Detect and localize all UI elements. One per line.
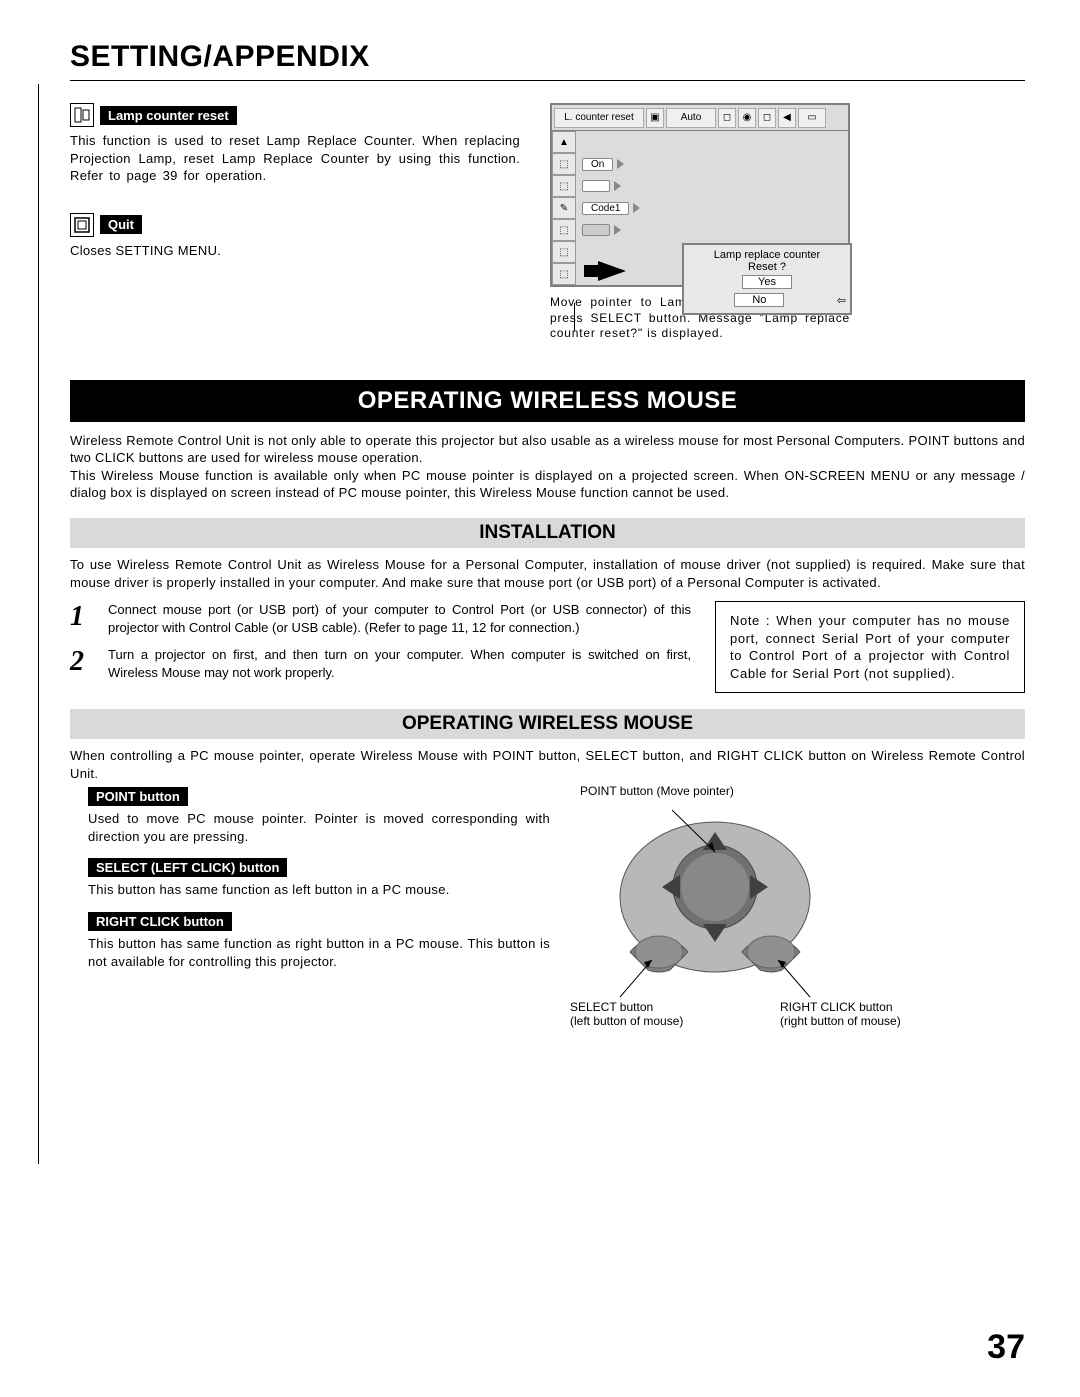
back-arrow-icon: ⇦: [837, 294, 846, 307]
installation-title-bar: INSTALLATION: [70, 518, 1025, 548]
menu-header-label: L. counter reset: [554, 108, 644, 128]
tri-icon: [617, 159, 624, 169]
popup-box: Lamp replace counter Reset ? Yes No ⇦: [682, 243, 852, 315]
right-click-block: RIGHT CLICK button This button has same …: [88, 913, 550, 970]
installation-steps: 1 Connect mouse port (or USB port) of yo…: [70, 591, 691, 681]
select-button-text: This button has same function as left bu…: [88, 881, 550, 899]
diag-select-label1: SELECT button: [570, 1000, 653, 1014]
tri-icon: [614, 225, 621, 235]
menu-header-auto: Auto: [666, 108, 716, 128]
menu-row-blank: [576, 131, 848, 153]
operating-title-bar: OPERATING WIRELESS MOUSE: [70, 709, 1025, 739]
quit-text: Closes SETTING MENU.: [70, 242, 520, 260]
quit-icon: [70, 213, 94, 237]
menu-icon-r3: ✎: [552, 197, 576, 219]
popup-no-button: No: [734, 293, 784, 307]
menu-row-3: Code1: [576, 197, 848, 219]
menu-val-2: [582, 180, 610, 192]
menu-icon-r4: ⬚: [552, 219, 576, 241]
top-left-column: Lamp counter reset This function is used…: [70, 103, 520, 342]
menu-val-4: [582, 224, 610, 236]
menu-diagram: L. counter reset ▣ Auto ◻ ◉ ◻ ◀ ▭ ▲ ⬚ ⬚ …: [550, 103, 850, 287]
vertical-margin-line: [38, 84, 39, 1164]
menu-header-icon1: ▣: [646, 108, 664, 128]
wireless-intro-2: This Wireless Mouse function is availabl…: [70, 467, 1025, 502]
operating-intro: When controlling a PC mouse pointer, ope…: [70, 747, 1025, 782]
step-1-text: Connect mouse port (or USB port) of your…: [108, 601, 691, 636]
right-click-label: RIGHT CLICK button: [88, 912, 232, 931]
point-button-label: POINT button: [88, 787, 188, 806]
installation-columns: 1 Connect mouse port (or USB port) of yo…: [70, 591, 1025, 693]
menu-icon-r2: ⬚: [552, 175, 576, 197]
page-title: SETTING/APPENDIX: [70, 40, 1025, 74]
lamp-reset-label: Lamp counter reset: [100, 106, 237, 125]
wireless-mouse-title-bar: OPERATING WIRELESS MOUSE: [70, 380, 1025, 422]
step-1-number: 1: [70, 601, 94, 636]
quit-label: Quit: [100, 215, 142, 234]
installation-intro: To use Wireless Remote Control Unit as W…: [70, 556, 1025, 591]
menu-val-3: Code1: [582, 202, 629, 215]
diag-point-label: POINT button (Move pointer): [580, 784, 734, 798]
mouse-diagram: [570, 802, 860, 1012]
installation-note: Note : When your computer has no mouse p…: [715, 601, 1025, 693]
select-button-label: SELECT (LEFT CLICK) button: [88, 858, 287, 877]
menu-header-icon3: ◉: [738, 108, 756, 128]
menu-icon-r6: ⬚: [552, 263, 576, 285]
menu-row-1: On: [576, 153, 848, 175]
menu-header-icon6: ▭: [798, 108, 826, 128]
menu-icon-r5: ⬚: [552, 241, 576, 263]
point-button-block: POINT button Used to move PC mouse point…: [88, 788, 550, 845]
step-1: 1 Connect mouse port (or USB port) of yo…: [70, 601, 691, 636]
diag-select-label2: (left button of mouse): [570, 1014, 683, 1028]
select-button-block: SELECT (LEFT CLICK) button This button h…: [88, 859, 550, 899]
quit-row: Quit: [70, 213, 520, 237]
step-2-text: Turn a projector on first, and then turn…: [108, 646, 691, 681]
top-right-column: L. counter reset ▣ Auto ◻ ◉ ◻ ◀ ▭ ▲ ⬚ ⬚ …: [540, 103, 1025, 342]
menu-header-icon4: ◻: [758, 108, 776, 128]
point-button-text: Used to move PC mouse pointer. Pointer i…: [88, 810, 550, 845]
menu-header-icon5: ◀: [778, 108, 796, 128]
tri-icon: [614, 181, 621, 191]
title-rule: [70, 80, 1025, 81]
mouse-right-column: POINT button (Move pointer): [570, 788, 1025, 1017]
tri-icon: [633, 203, 640, 213]
top-section: Lamp counter reset This function is used…: [70, 103, 1025, 342]
mouse-section: POINT button Used to move PC mouse point…: [70, 788, 1025, 1017]
mouse-left-column: POINT button Used to move PC mouse point…: [70, 788, 550, 1017]
menu-val-1: On: [582, 158, 613, 171]
step-2: 2 Turn a projector on first, and then tu…: [70, 646, 691, 681]
popup-yes-button: Yes: [742, 275, 792, 289]
step-2-number: 2: [70, 646, 94, 681]
menu-row-2: [576, 175, 848, 197]
page-number: 37: [987, 1328, 1025, 1367]
menu-row-4: [576, 219, 848, 241]
pointer-line: [574, 303, 575, 331]
lamp-reset-row: Lamp counter reset: [70, 103, 520, 127]
lamp-icon: [70, 103, 94, 127]
popup-title: Lamp replace counter: [688, 249, 846, 261]
popup-question: Reset ?: [688, 261, 846, 273]
right-click-text: This button has same function as right b…: [88, 935, 550, 970]
lamp-reset-text: This function is used to reset Lamp Repl…: [70, 132, 520, 185]
menu-icon-r1: ⬚: [552, 153, 576, 175]
menu-header: L. counter reset ▣ Auto ◻ ◉ ◻ ◀ ▭: [552, 105, 848, 131]
menu-icon-up: ▲: [552, 131, 576, 153]
menu-header-icon2: ◻: [718, 108, 736, 128]
diag-right-label1: RIGHT CLICK button: [780, 1000, 893, 1014]
diag-right-label2: (right button of mouse): [780, 1014, 901, 1028]
menu-icon-column: ▲ ⬚ ⬚ ✎ ⬚ ⬚ ⬚: [552, 131, 576, 285]
pointer-arrow-icon: [598, 261, 626, 281]
wireless-intro-1: Wireless Remote Control Unit is not only…: [70, 432, 1025, 467]
